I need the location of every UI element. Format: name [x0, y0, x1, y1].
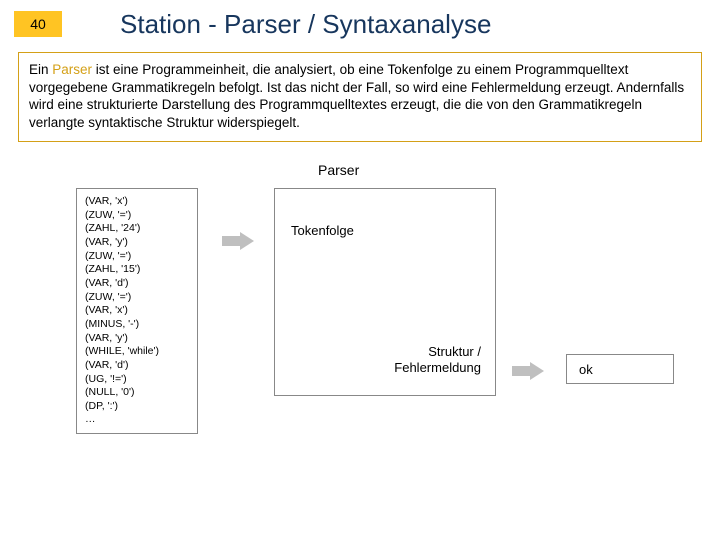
desc-parser-word: Parser — [52, 62, 92, 77]
arrow-icon — [222, 232, 254, 250]
token-line: (VAR, 'x') — [85, 195, 189, 209]
tokenfolge-label: Tokenfolge — [291, 223, 354, 238]
struktur-label: Struktur / Fehlermeldung — [394, 344, 481, 375]
ok-label: ok — [579, 362, 593, 377]
token-line: (MINUS, '-') — [85, 318, 189, 332]
struktur-line1: Struktur / — [428, 344, 481, 359]
token-line: (ZAHL, '24') — [85, 222, 189, 236]
desc-rest: ist eine Programmeinheit, die analysiert… — [29, 62, 684, 130]
tokens-box: (VAR, 'x') (ZUW, '=') (ZAHL, '24') (VAR,… — [76, 188, 198, 434]
token-line: (VAR, 'd') — [85, 359, 189, 373]
token-line: (ZUW, '=') — [85, 291, 189, 305]
token-line: … — [85, 413, 189, 427]
token-line: (ZUW, '=') — [85, 209, 189, 223]
page-number: 40 — [30, 16, 46, 32]
token-line: (UG, '!=') — [85, 373, 189, 387]
token-line: (NULL, '0') — [85, 386, 189, 400]
parser-box: Tokenfolge Struktur / Fehlermeldung — [274, 188, 496, 396]
token-line: (VAR, 'y') — [85, 332, 189, 346]
token-line: (VAR, 'y') — [85, 236, 189, 250]
arrow-tokens-to-parser — [222, 232, 254, 250]
desc-prefix: Ein — [29, 62, 52, 77]
header-row: 40 Station - Parser / Syntaxanalyse — [0, 0, 720, 42]
arrow-parser-to-ok — [512, 362, 544, 380]
parser-heading: Parser — [318, 162, 359, 178]
token-line: (VAR, 'x') — [85, 304, 189, 318]
token-line: (ZAHL, '15') — [85, 263, 189, 277]
token-line: (ZUW, '=') — [85, 250, 189, 264]
page-title: Station - Parser / Syntaxanalyse — [120, 9, 491, 40]
ok-box: ok — [566, 354, 674, 384]
description-box: Ein Parser ist eine Programmeinheit, die… — [18, 52, 702, 142]
token-line: (VAR, 'd') — [85, 277, 189, 291]
struktur-line2: Fehlermeldung — [394, 360, 481, 375]
token-line: (WHILE, 'while') — [85, 345, 189, 359]
token-line: (DP, ':') — [85, 400, 189, 414]
page-number-badge: 40 — [14, 11, 62, 37]
arrow-icon — [512, 362, 544, 380]
